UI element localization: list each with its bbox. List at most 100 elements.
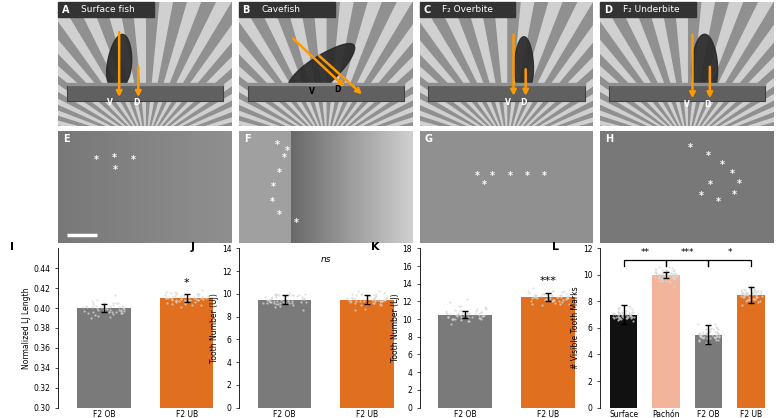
Point <box>607 310 619 316</box>
Point <box>368 292 380 299</box>
Polygon shape <box>117 0 145 145</box>
Point <box>470 308 482 314</box>
Text: *: * <box>727 248 732 257</box>
Point <box>360 301 373 308</box>
Point <box>693 331 706 338</box>
Point <box>524 297 537 304</box>
Polygon shape <box>145 0 200 145</box>
Point <box>656 270 668 277</box>
Point <box>170 290 183 296</box>
Point <box>612 316 625 323</box>
Polygon shape <box>687 0 722 145</box>
Point <box>179 297 191 303</box>
Point <box>741 291 754 298</box>
Polygon shape <box>145 0 445 145</box>
Point <box>710 336 722 343</box>
Point <box>369 294 381 301</box>
Point <box>443 311 456 318</box>
Point <box>196 287 209 293</box>
Point <box>283 300 296 306</box>
Polygon shape <box>514 37 534 91</box>
Text: D: D <box>705 100 711 109</box>
Point <box>667 271 679 278</box>
Point <box>656 278 668 285</box>
Point <box>363 293 375 299</box>
Point <box>751 294 763 301</box>
Polygon shape <box>58 0 326 145</box>
Text: **: ** <box>640 248 650 257</box>
Point <box>541 292 553 299</box>
Point <box>660 272 672 278</box>
Polygon shape <box>687 0 778 145</box>
Text: *: * <box>730 169 735 179</box>
Point <box>271 298 283 304</box>
Point <box>750 287 762 294</box>
Point <box>708 333 720 340</box>
Bar <box>652 275 680 408</box>
Polygon shape <box>605 0 687 145</box>
Point <box>547 288 559 294</box>
Polygon shape <box>687 0 778 145</box>
Polygon shape <box>145 0 307 145</box>
Point <box>78 308 90 315</box>
Polygon shape <box>145 0 216 145</box>
Point <box>115 310 128 316</box>
Point <box>352 288 364 295</box>
Point <box>527 293 540 300</box>
Polygon shape <box>506 0 778 145</box>
Point <box>107 299 119 306</box>
Point <box>356 291 369 298</box>
Point <box>162 295 174 302</box>
Point <box>295 298 307 305</box>
Polygon shape <box>326 0 626 145</box>
Polygon shape <box>228 0 687 145</box>
Point <box>343 298 356 305</box>
Point <box>541 296 553 303</box>
Polygon shape <box>291 0 326 145</box>
Point <box>525 295 538 301</box>
Polygon shape <box>145 0 567 145</box>
Point <box>558 288 570 294</box>
Text: D: D <box>520 98 527 107</box>
Point <box>341 295 353 301</box>
Polygon shape <box>0 0 145 145</box>
Point <box>370 291 382 298</box>
Point <box>103 303 116 309</box>
Point <box>617 314 629 320</box>
Point <box>461 296 474 303</box>
Point <box>653 278 665 284</box>
Polygon shape <box>0 38 145 145</box>
Point <box>98 299 110 306</box>
Text: B: B <box>243 5 250 15</box>
Polygon shape <box>335 0 506 145</box>
Point <box>692 321 704 328</box>
Point <box>703 332 715 339</box>
Polygon shape <box>239 2 335 17</box>
Point <box>286 298 299 305</box>
Point <box>657 270 669 276</box>
Polygon shape <box>506 0 612 145</box>
Point <box>371 297 384 304</box>
Polygon shape <box>129 0 506 145</box>
Point <box>258 294 271 301</box>
Point <box>545 297 558 304</box>
Point <box>561 295 573 302</box>
Point <box>345 297 358 304</box>
Polygon shape <box>145 0 382 145</box>
Polygon shape <box>506 0 744 145</box>
Point <box>195 294 208 301</box>
Point <box>713 332 725 339</box>
Point <box>368 300 380 306</box>
Polygon shape <box>436 0 506 145</box>
Point <box>357 298 370 304</box>
Point <box>650 266 662 273</box>
Point <box>480 305 492 312</box>
Polygon shape <box>424 0 506 145</box>
Point <box>265 294 278 301</box>
Polygon shape <box>687 38 778 145</box>
Point <box>612 305 625 311</box>
Polygon shape <box>687 0 778 145</box>
Point <box>748 295 760 302</box>
Point <box>623 303 636 310</box>
Polygon shape <box>153 0 326 145</box>
